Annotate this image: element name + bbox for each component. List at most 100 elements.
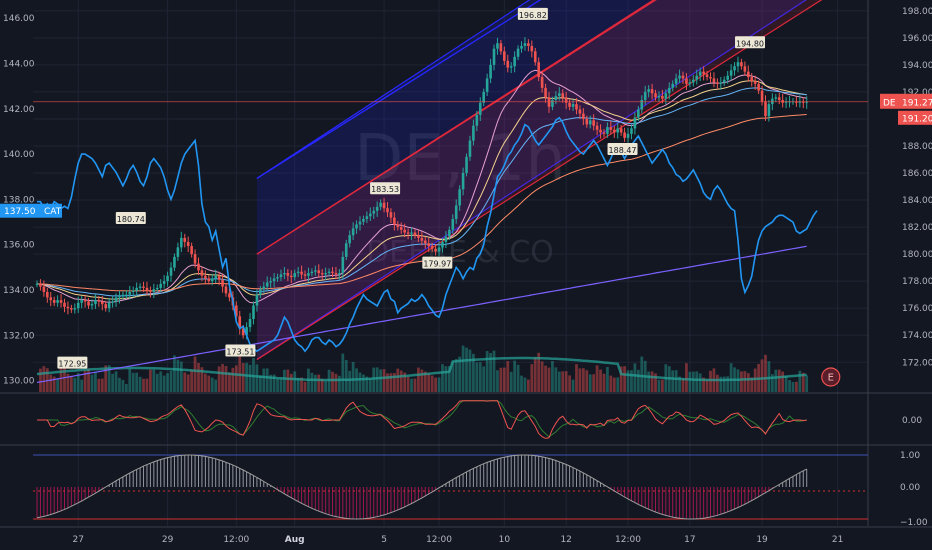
candle-body [623,132,626,138]
candle-body [379,202,382,207]
candle-body [259,289,262,295]
candle-body [726,75,729,80]
candle-body [575,104,578,110]
candle [578,105,582,119]
candle-body [499,43,503,52]
candle [52,296,56,307]
candle-body [389,212,393,218]
candle [489,58,492,84]
candle [303,270,307,282]
sma-200-line [36,245,807,384]
candle [114,293,118,307]
candle-body [678,75,681,79]
candle [719,77,723,90]
candle-body [537,62,540,78]
candle [166,271,169,287]
candle-body [434,248,437,252]
candle [327,268,331,277]
volume-bar [798,370,802,392]
candle [265,276,269,292]
candle-body [166,275,169,282]
volume-bar [784,375,788,392]
candle-body [104,304,108,309]
volume-bar [575,364,578,392]
candle [56,295,59,307]
candle-body [674,78,678,84]
volume-bar [149,369,152,392]
candle-body [417,235,420,238]
candle-body [159,283,163,288]
candle-body [355,224,358,229]
candle-body [671,83,675,88]
candle [382,198,386,213]
volume-bar [265,368,269,392]
candle [393,212,396,231]
candle [774,93,778,103]
volume-bar [365,376,369,392]
candle [279,269,283,282]
candle [496,37,499,55]
candle-body [643,91,647,101]
volume-bar [420,369,424,392]
candle-body [152,289,156,292]
cat-price-tag-label: CAT [44,207,62,217]
volume-bar [702,377,705,392]
volume-bar [406,376,410,392]
candle-body [269,281,272,283]
volume-bar [39,368,42,392]
candle [423,236,427,249]
candle [564,91,568,109]
volume-bar [554,367,558,392]
candle-body [114,297,118,302]
candle-body [135,287,138,291]
volume-bar [719,376,723,392]
candle-body [186,241,190,247]
volume-bar [551,361,554,392]
candle-body [540,77,544,88]
volume-bar [410,378,413,392]
price-annotations: 180.74 172.95 173.51 183.53 179.97 196.82 188.… [57,7,766,369]
volume-bar [262,368,266,392]
volume-bar [520,375,523,392]
candle-body [265,282,269,287]
candle [454,199,458,224]
volume-bar [513,360,517,392]
candle-body [76,302,80,309]
volume-bar [403,372,407,392]
volume-bar [482,366,486,392]
candle-body [781,100,784,103]
candle [180,231,183,253]
annotation-box [57,356,88,369]
candle [162,275,166,289]
candle [331,266,334,278]
candle [197,257,200,276]
candle [128,285,132,300]
candle [434,243,437,256]
candle-body [289,275,293,278]
volume-bar [338,375,341,392]
candle-body [66,306,70,309]
volume-bar [166,373,169,392]
candle [654,89,657,101]
x-axis-tick: 10 [499,535,511,545]
candle-body [647,89,650,92]
volume-bar [145,378,149,392]
candle [736,56,740,73]
candle-body [527,43,530,46]
candle [451,214,455,234]
volume-bar [83,370,87,392]
volume-bar [389,373,393,392]
annotation-label: 173.51 [225,344,256,357]
candle-body [630,128,633,134]
annotation-box [115,211,146,224]
volume-bar [630,370,633,392]
candle [722,76,726,86]
candle-body [448,229,451,237]
annotation-box [422,256,453,269]
candle [183,233,187,248]
candle-body [403,229,406,233]
candle-body [702,71,705,75]
candle [417,230,420,242]
candle [599,124,602,139]
